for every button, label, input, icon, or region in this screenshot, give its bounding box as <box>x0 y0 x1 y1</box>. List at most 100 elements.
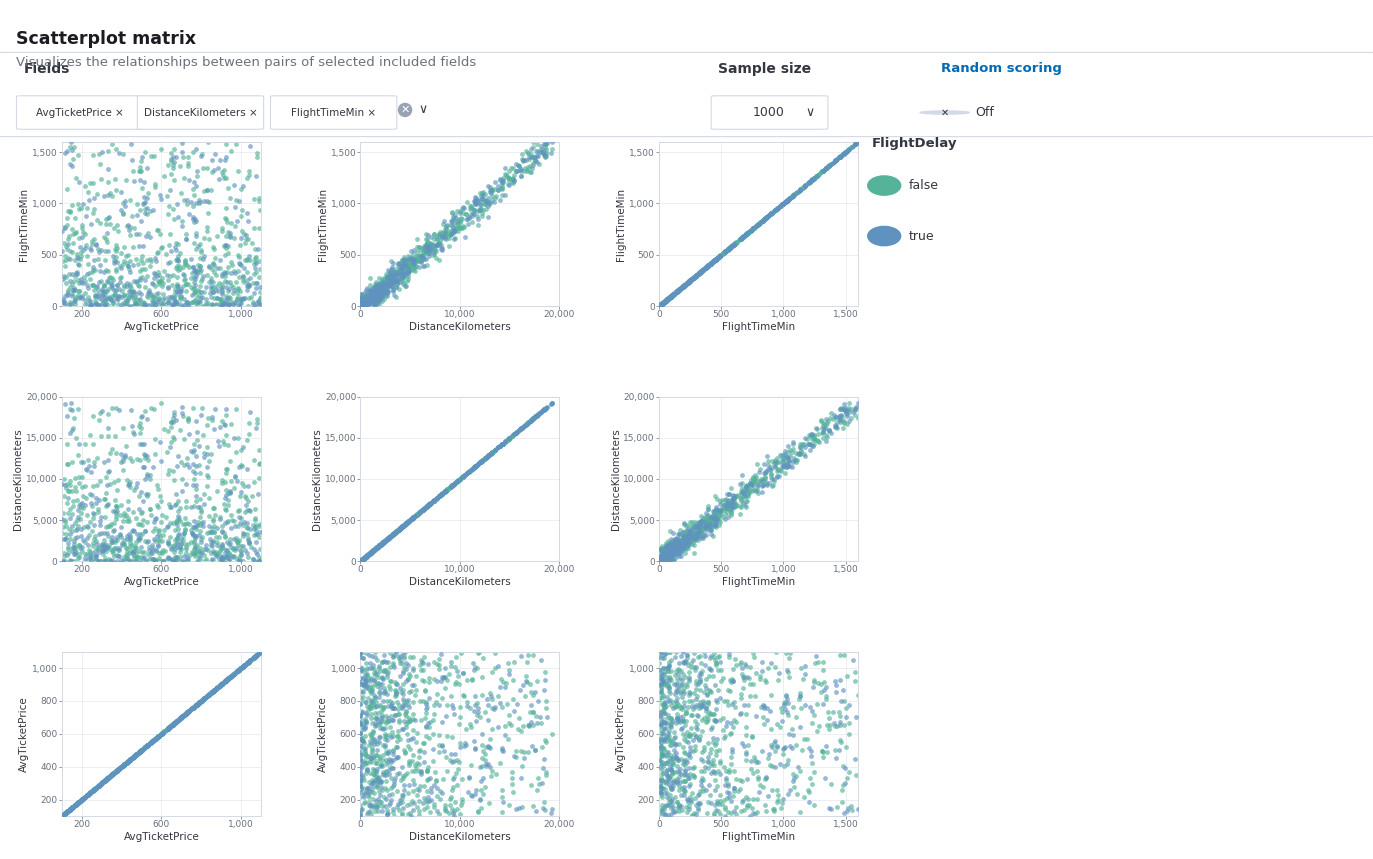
Point <box>648 299 670 313</box>
Point <box>740 729 762 743</box>
Point <box>351 552 373 566</box>
Point <box>128 746 150 759</box>
Point <box>361 545 383 558</box>
Point <box>354 299 376 313</box>
Point <box>191 545 213 559</box>
Point <box>400 713 422 727</box>
Point <box>96 212 118 226</box>
Point <box>724 236 746 250</box>
Point <box>384 273 406 287</box>
Point <box>685 269 707 283</box>
Point <box>770 198 792 212</box>
Point <box>55 296 77 310</box>
Point <box>128 746 150 759</box>
Point <box>648 545 670 559</box>
Point <box>800 745 822 758</box>
Point <box>177 704 199 718</box>
Point <box>211 165 233 179</box>
Point <box>762 758 784 772</box>
Point <box>766 471 788 484</box>
Point <box>415 697 437 710</box>
Point <box>512 719 534 733</box>
Point <box>236 516 258 530</box>
Point <box>402 510 424 524</box>
Point <box>162 516 184 530</box>
Point <box>202 501 224 515</box>
Point <box>748 474 770 488</box>
Point <box>656 769 678 783</box>
Point <box>662 289 684 302</box>
Point <box>351 296 373 310</box>
Point <box>353 786 375 800</box>
Point <box>67 272 89 286</box>
Point <box>235 498 257 512</box>
Point <box>533 403 555 417</box>
Point <box>648 299 670 313</box>
Point <box>168 237 189 251</box>
Point <box>353 551 375 564</box>
Point <box>211 287 233 301</box>
Point <box>662 288 684 302</box>
Point <box>686 267 708 281</box>
Point <box>395 516 417 530</box>
Point <box>652 553 674 567</box>
Point <box>833 416 855 430</box>
Point <box>247 271 269 284</box>
Point <box>353 551 375 565</box>
Point <box>360 696 382 710</box>
Point <box>665 539 686 553</box>
Point <box>118 515 140 528</box>
Point <box>655 541 677 555</box>
Point <box>659 748 681 762</box>
Point <box>776 705 798 719</box>
Point <box>663 535 685 549</box>
Point <box>697 500 719 514</box>
Point <box>524 743 546 757</box>
Point <box>426 491 448 505</box>
Point <box>238 655 259 668</box>
Point <box>114 758 136 771</box>
Point <box>102 544 124 557</box>
Point <box>130 150 152 164</box>
Point <box>350 554 372 568</box>
Point <box>351 292 373 306</box>
Point <box>651 554 673 568</box>
Point <box>358 547 380 561</box>
Point <box>177 174 199 187</box>
Point <box>76 789 97 802</box>
Point <box>210 677 232 691</box>
Point <box>119 531 141 545</box>
Point <box>115 279 137 293</box>
Point <box>761 206 783 220</box>
Point <box>474 451 496 465</box>
Point <box>367 283 389 296</box>
Point <box>115 294 137 308</box>
Point <box>649 685 671 699</box>
Point <box>129 745 151 758</box>
Point <box>166 514 188 527</box>
Point <box>144 554 166 568</box>
Point <box>51 272 73 286</box>
Point <box>173 431 195 445</box>
Point <box>384 645 406 659</box>
Point <box>459 771 481 784</box>
Point <box>358 284 380 298</box>
Point <box>117 248 139 262</box>
Point <box>391 687 413 701</box>
Point <box>104 499 126 513</box>
Point <box>748 216 770 229</box>
Point <box>838 405 859 418</box>
Point <box>697 519 719 533</box>
Point <box>685 677 707 691</box>
Point <box>789 765 811 778</box>
Point <box>656 690 678 704</box>
Point <box>669 804 691 818</box>
Point <box>354 550 376 564</box>
Point <box>185 698 207 711</box>
Point <box>203 242 225 256</box>
Point <box>390 649 412 663</box>
Point <box>217 672 239 685</box>
Point <box>401 765 423 778</box>
Point <box>104 765 126 779</box>
Point <box>85 780 107 794</box>
